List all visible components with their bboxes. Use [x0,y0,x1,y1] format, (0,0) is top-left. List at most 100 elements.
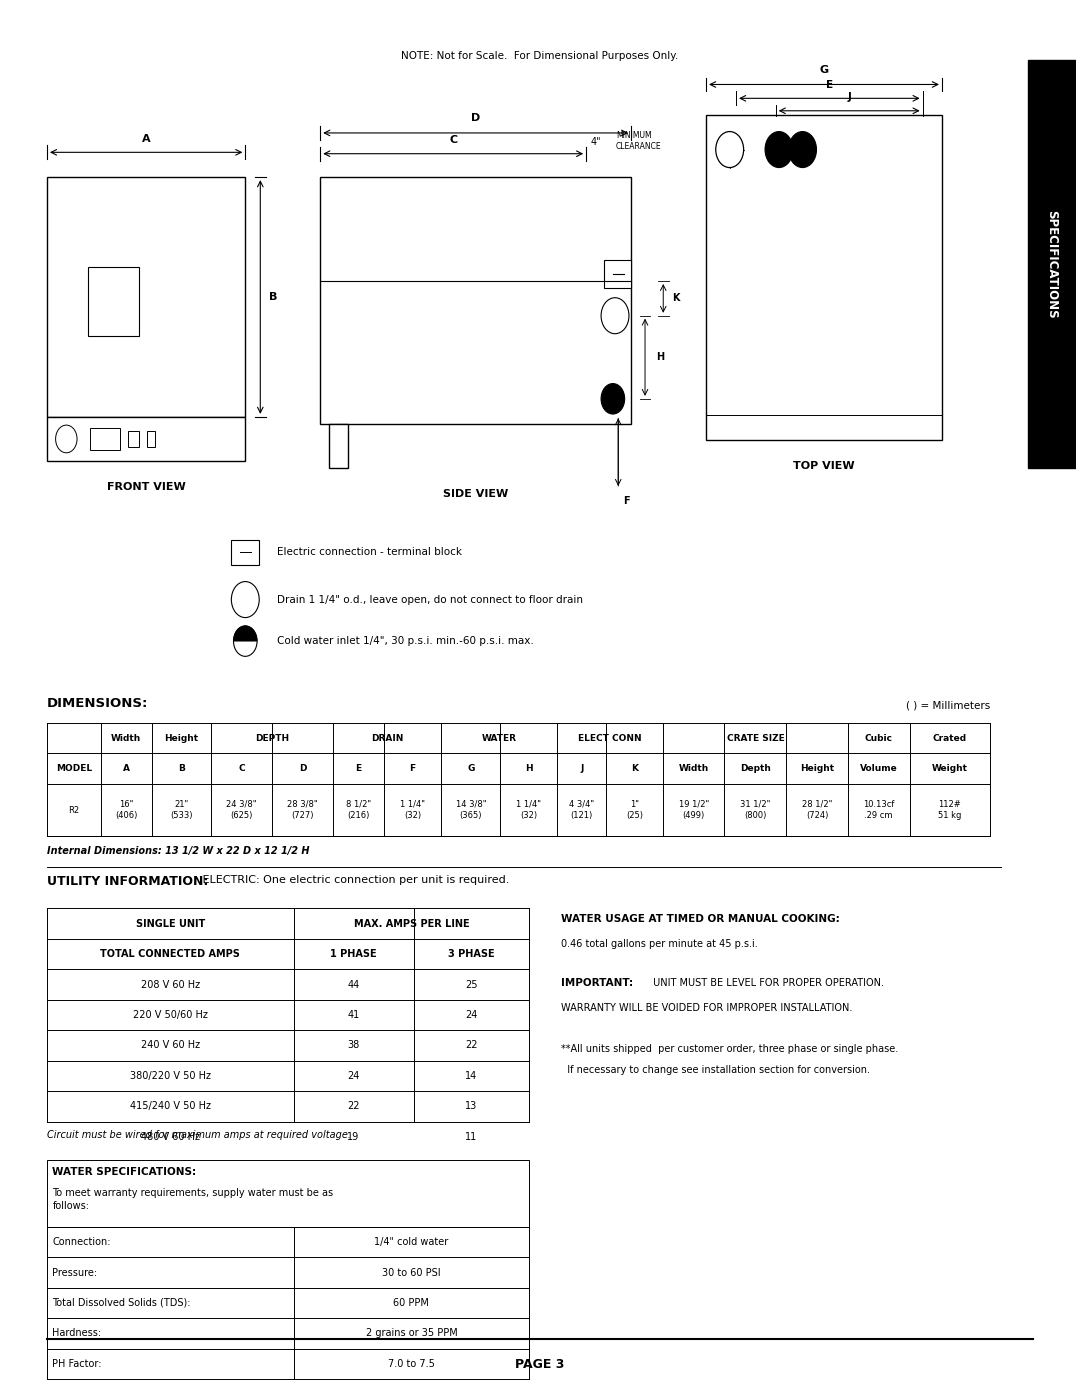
Text: 30 to 60 PSI: 30 to 60 PSI [382,1268,441,1277]
Bar [329,423,348,468]
Circle shape [55,425,77,453]
Text: MODEL: MODEL [56,763,92,773]
Text: PAGE 3: PAGE 3 [515,1358,565,1371]
Text: SIDE VIEW: SIDE VIEW [443,489,509,499]
Text: 1/4" cold water: 1/4" cold water [375,1237,448,1247]
Text: Height: Height [164,734,199,742]
Text: Height: Height [800,763,834,773]
Text: J: J [580,763,583,773]
Text: 7.0 to 7.5: 7.0 to 7.5 [388,1360,435,1369]
Text: 3 PHASE: 3 PHASE [448,949,495,958]
Text: TOP VIEW: TOP VIEW [793,461,854,471]
Text: Circuit must be wired for maximum amps at required voltage.: Circuit must be wired for maximum amps a… [48,1130,351,1139]
Text: Volume: Volume [860,763,897,773]
Text: WATER: WATER [482,734,516,742]
Text: 10.13cf
.29 cm: 10.13cf .29 cm [863,800,894,820]
Text: Crated: Crated [933,734,967,742]
Text: K: K [672,294,679,304]
Text: 4 3/4"
(121): 4 3/4" (121) [569,800,594,820]
Text: 380/220 V 50 Hz: 380/220 V 50 Hz [130,1071,211,1081]
Text: 1 PHASE: 1 PHASE [330,949,377,958]
Circle shape [231,581,259,617]
Circle shape [788,131,816,167]
Text: J: J [847,92,851,103]
Text: Internal Dimensions: 13 1/2 W x 22 D x 12 1/2 H: Internal Dimensions: 13 1/2 W x 22 D x 1… [48,846,310,857]
Text: Width: Width [678,763,708,773]
Text: F: F [409,763,416,773]
Text: 31 1/2"
(800): 31 1/2" (800) [740,800,771,820]
Text: FRONT VIEW: FRONT VIEW [107,482,186,492]
Circle shape [716,131,744,167]
Text: G: G [820,65,828,75]
Text: C: C [239,763,245,773]
Text: B: B [178,763,185,773]
Bar [706,116,942,440]
Text: 28 1/2"
(724): 28 1/2" (724) [801,800,833,820]
Bar [1027,60,1076,468]
Text: **All units shipped  per customer order, three phase or single phase.: **All units shipped per customer order, … [562,1043,899,1055]
Text: Width: Width [111,734,141,742]
Bar [147,430,156,447]
Text: 38: 38 [348,1041,360,1050]
Bar [129,430,139,447]
Text: If necessary to change see installation section for conversion.: If necessary to change see installation … [562,1064,870,1075]
Text: WARRANTY WILL BE VOIDED FOR IMPROPER INSTALLATION.: WARRANTY WILL BE VOIDED FOR IMPROPER INS… [562,1003,853,1013]
Text: WATER USAGE AT TIMED OR MANUAL COOKING:: WATER USAGE AT TIMED OR MANUAL COOKING: [562,914,840,924]
Text: PH Factor:: PH Factor: [53,1360,102,1369]
Circle shape [233,625,257,656]
Text: SPECIFICATIONS: SPECIFICATIONS [1045,210,1058,319]
Text: D: D [471,113,481,123]
Text: E: E [826,79,833,91]
Text: Depth: Depth [740,763,771,773]
Text: UNIT MUST BE LEVEL FOR PROPER OPERATION.: UNIT MUST BE LEVEL FOR PROPER OPERATION. [650,978,885,988]
Text: 11: 11 [465,1133,477,1142]
Text: CRATE SIZE: CRATE SIZE [727,734,784,742]
Text: MINIMUM
CLEARANCE: MINIMUM CLEARANCE [616,131,662,150]
Text: 44: 44 [348,979,360,989]
Text: 14: 14 [465,1071,477,1081]
Text: 0.46 total gallons per minute at 45 p.s.i.: 0.46 total gallons per minute at 45 p.s.… [562,939,758,949]
Text: ELECTRIC: One electric connection per unit is required.: ELECTRIC: One electric connection per un… [199,875,510,885]
Text: 1"
(25): 1" (25) [626,800,644,820]
Text: H: H [525,763,532,773]
Bar [48,1160,529,1227]
Text: WATER SPECIFICATIONS:: WATER SPECIFICATIONS: [53,1167,197,1177]
Text: Cold water inlet 1/4", 30 p.s.i. min.-60 p.s.i. max.: Cold water inlet 1/4", 30 p.s.i. min.-60… [278,637,535,646]
Text: 24: 24 [348,1071,360,1081]
Text: 8 1/2"
(216): 8 1/2" (216) [346,800,370,820]
Text: G: G [468,763,474,773]
Text: Connection:: Connection: [53,1237,111,1247]
Text: 2 grains or 35 PPM: 2 grains or 35 PPM [365,1329,457,1339]
Text: DIMENSIONS:: DIMENSIONS: [48,698,148,710]
Text: 41: 41 [348,1010,360,1020]
Text: DEPTH: DEPTH [255,734,289,742]
Text: D: D [299,763,307,773]
Text: IMPORTANT:: IMPORTANT: [562,978,634,988]
Text: B: B [269,293,278,302]
Text: Electric connection - terminal block: Electric connection - terminal block [278,547,462,557]
Text: MAX. AMPS PER LINE: MAX. AMPS PER LINE [353,918,469,929]
Text: R2: R2 [68,805,80,815]
Text: E: E [355,763,362,773]
Text: Drain 1 1/4" o.d., leave open, do not connect to floor drain: Drain 1 1/4" o.d., leave open, do not co… [278,595,583,605]
Text: 25: 25 [465,979,477,989]
Text: 240 V 60 Hz: 240 V 60 Hz [140,1041,200,1050]
Text: F: F [623,496,630,506]
Text: 14 3/8"
(365): 14 3/8" (365) [456,800,486,820]
Text: 480 V 60 Hz: 480 V 60 Hz [140,1133,200,1142]
Text: 22: 22 [465,1041,477,1050]
Text: 220 V 50/60 Hz: 220 V 50/60 Hz [133,1010,207,1020]
Text: 112#
51 kg: 112# 51 kg [939,800,961,820]
Text: Cubic: Cubic [865,734,893,742]
Text: DRAIN: DRAIN [372,734,404,742]
Bar [321,177,631,423]
Text: To meet warranty requirements, supply water must be as
follows:: To meet warranty requirements, supply wa… [53,1188,334,1212]
Text: ( ) = Millimeters: ( ) = Millimeters [906,701,990,710]
Text: 1 1/4"
(32): 1 1/4" (32) [400,800,424,820]
Text: SINGLE UNIT: SINGLE UNIT [136,918,205,929]
Text: 4": 4" [591,137,600,146]
Text: K: K [632,763,638,773]
Bar [48,177,245,417]
Text: 208 V 60 Hz: 208 V 60 Hz [140,979,200,989]
Text: 21"
(533): 21" (533) [171,800,192,820]
